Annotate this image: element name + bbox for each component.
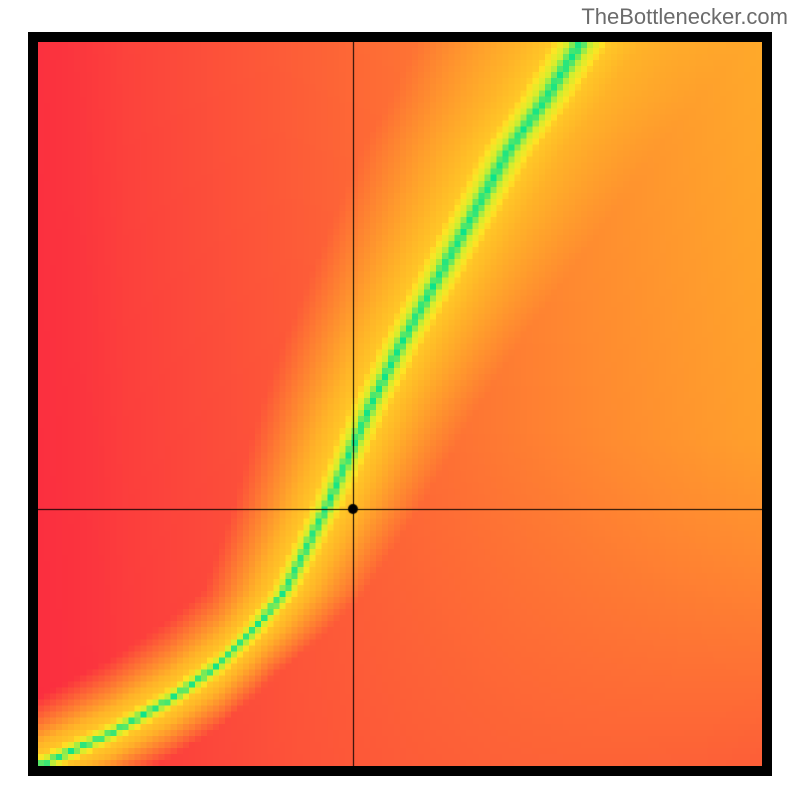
chart-frame: [28, 32, 772, 776]
attribution-text: TheBottlenecker.com: [581, 4, 788, 30]
chart-container: TheBottlenecker.com: [0, 0, 800, 800]
plot-area: [38, 42, 762, 766]
crosshair-overlay: [38, 42, 762, 766]
